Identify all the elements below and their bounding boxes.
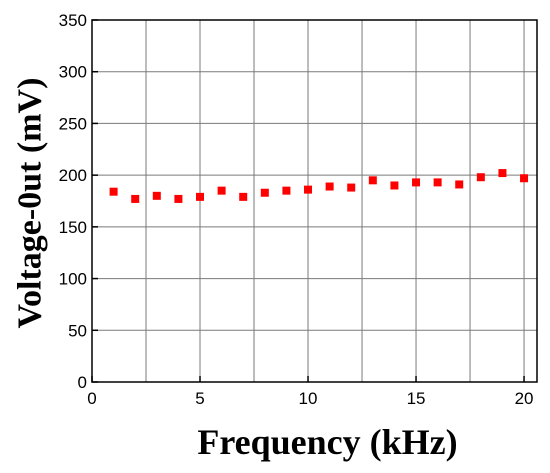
- data-point: [347, 183, 356, 192]
- data-point: [217, 186, 226, 195]
- y-tick-label: 200: [59, 166, 87, 185]
- data-point: [368, 176, 377, 185]
- y-tick-label: 50: [68, 321, 87, 340]
- data-point: [476, 173, 485, 182]
- y-axis-title: Voltage-0ut (mV): [12, 78, 49, 329]
- data-point: [196, 192, 205, 201]
- y-tick-label: 150: [59, 218, 87, 237]
- x-axis-title: Frequency (kHz): [197, 422, 457, 462]
- data-point: [412, 178, 421, 187]
- data-point: [131, 194, 140, 203]
- data-point: [325, 182, 334, 191]
- data-point: [304, 185, 313, 194]
- x-tick-label: 20: [515, 389, 534, 408]
- grid: [92, 20, 537, 382]
- data-point: [390, 181, 399, 190]
- data-points: [109, 169, 529, 203]
- x-tick-label: 5: [195, 389, 204, 408]
- data-point: [520, 174, 529, 183]
- data-point: [174, 194, 183, 203]
- data-point: [433, 178, 442, 187]
- y-tick-label: 0: [78, 373, 87, 392]
- y-tick-label: 300: [59, 63, 87, 82]
- y-tick-label: 350: [59, 11, 87, 30]
- data-point: [239, 192, 248, 201]
- data-point: [498, 169, 507, 178]
- data-point: [109, 187, 118, 196]
- data-point: [455, 180, 464, 189]
- plot-frame: [91, 19, 538, 383]
- x-tick-label: 0: [87, 389, 96, 408]
- y-tick-label: 100: [59, 270, 87, 289]
- x-tick-label: 15: [407, 389, 426, 408]
- x-tick-label: 10: [299, 389, 318, 408]
- data-point: [260, 188, 269, 197]
- y-tick-label: 250: [59, 114, 87, 133]
- data-point: [282, 186, 291, 195]
- data-point: [152, 191, 161, 200]
